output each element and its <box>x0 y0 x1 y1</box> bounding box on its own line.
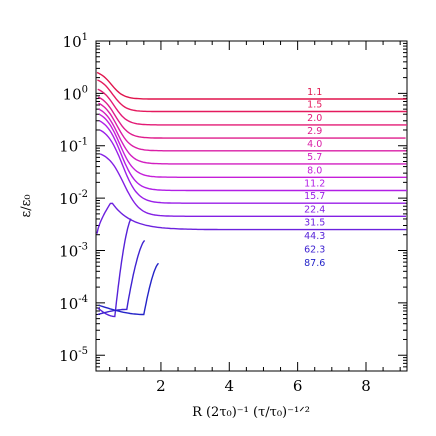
curve-label-22-4: 22.4 <box>304 204 325 215</box>
curve-label-2-0: 2.0 <box>307 113 322 124</box>
curve-label-44-3: 44.3 <box>304 231 325 242</box>
y-tick-label: 101 <box>63 32 88 51</box>
curve-31-5 <box>96 202 407 234</box>
curve-label-62-3: 62.3 <box>304 244 325 255</box>
y-tick-label: 10-5 <box>59 346 88 365</box>
x-tick-label: 8 <box>361 377 371 395</box>
curve-label-5-7: 5.7 <box>307 152 322 163</box>
curve-label-11-2: 11.2 <box>304 178 325 189</box>
curve-label-8-0: 8.0 <box>307 165 322 176</box>
x-tick-label: 4 <box>225 377 235 395</box>
plot-frame <box>95 40 408 372</box>
curve-label-87-6: 87.6 <box>304 258 325 269</box>
curve-5-7 <box>98 108 407 165</box>
curve-62-3 <box>97 239 146 316</box>
curve-4-0 <box>98 102 406 152</box>
y-tick-label: 10-2 <box>59 189 88 208</box>
curve-2-0 <box>97 88 407 126</box>
curve-8-0 <box>98 113 407 178</box>
curve-label-1-5: 1.5 <box>307 100 322 111</box>
y-tick-label: 100 <box>63 84 88 103</box>
y-tick-label: 10-1 <box>59 137 88 156</box>
curve-11-2 <box>99 120 407 192</box>
curve-label-2-9: 2.9 <box>307 126 322 137</box>
x-tick-label: 2 <box>156 377 166 395</box>
y-axis-title: ε/ε₀ <box>19 194 34 217</box>
y-tick-label: 10-3 <box>59 241 88 260</box>
x-tick-label: 6 <box>293 377 303 395</box>
curve-label-15-7: 15.7 <box>304 191 325 202</box>
curve-2-9 <box>97 96 406 139</box>
x-axis-title: R (2τ₀)⁻¹ (τ/τ₀)⁻¹ᐟ² <box>192 405 310 420</box>
curve-label-1-1: 1.1 <box>307 87 322 98</box>
y-tick-label: 10-4 <box>59 294 88 313</box>
curve-1-1 <box>96 71 407 100</box>
curve-15-7 <box>99 129 406 204</box>
tick-labels: 2 4 6 8 10-5 10-4 10-3 10-2 10-1 100 101 <box>59 32 371 395</box>
curve-label-4-0: 4.0 <box>307 139 322 150</box>
curves <box>96 71 407 318</box>
curve-1-5 <box>97 79 407 113</box>
curve-87-6 <box>98 262 160 316</box>
curve-44-3 <box>97 218 132 318</box>
curve-labels: 1.1 1.5 2.0 2.9 4.0 5.7 8.0 11.2 15.7 22.4 31.5 44.… <box>304 87 325 269</box>
curve-22-4 <box>99 153 406 217</box>
curve-label-31-5: 31.5 <box>304 218 325 229</box>
axis-ticks <box>96 40 407 371</box>
